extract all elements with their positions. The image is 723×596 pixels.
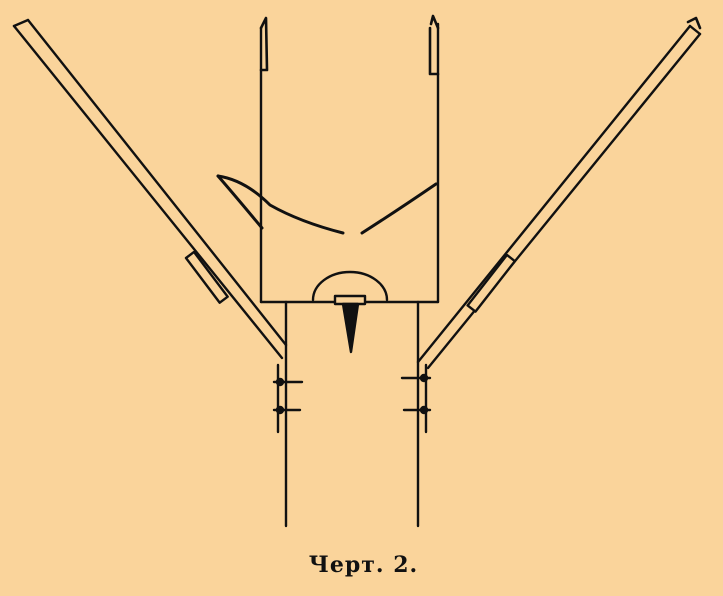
- pointer-knob: [311, 270, 389, 354]
- inner-deflectors: [216, 174, 438, 235]
- left-arm: [12, 18, 288, 360]
- right-arm: [416, 16, 702, 370]
- central-box: [259, 14, 440, 304]
- left-clamp: [272, 363, 304, 434]
- figure-caption: Черт. 2.: [308, 552, 419, 578]
- right-clamp: [400, 363, 432, 434]
